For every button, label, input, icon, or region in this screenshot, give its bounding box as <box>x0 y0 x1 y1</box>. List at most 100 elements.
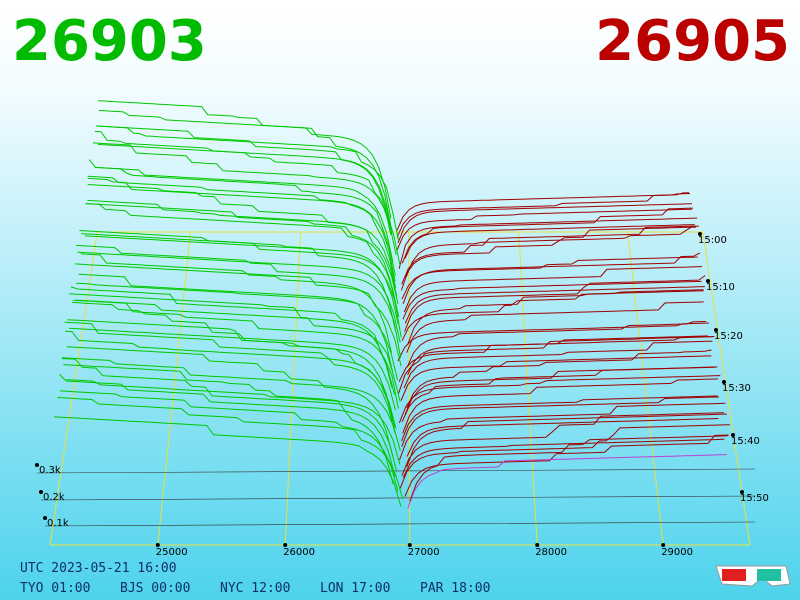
ask-depth-curve <box>405 225 699 278</box>
price-tick-dot <box>155 543 160 547</box>
ask-depth-curve <box>399 402 726 461</box>
ask-depth-curve <box>401 256 698 300</box>
bid-depth-curve <box>79 230 402 338</box>
cyan-lens <box>757 569 781 581</box>
depth-tick-label: 0.3k <box>39 465 61 476</box>
time-tick-label: 15:10 <box>706 282 735 293</box>
depth-tick-dot <box>35 463 39 467</box>
bid-depth-curve <box>60 390 399 492</box>
red-lens <box>722 569 746 581</box>
time-tick-dot <box>722 380 726 384</box>
ask-depth-curve <box>404 286 705 324</box>
utc-time: UTC 2023-05-21 16:00 <box>20 561 177 576</box>
ask-depth-curve <box>402 280 702 320</box>
bid-depth-curve <box>84 235 399 325</box>
price-tick-label: 29000 <box>661 547 693 558</box>
ask-depth-curve <box>396 208 692 251</box>
bid-depth-curve <box>94 166 394 263</box>
time-tick-label: 15:40 <box>731 436 760 447</box>
time-tick-dot <box>706 279 710 283</box>
bid-depth-curve <box>88 159 396 276</box>
ask-depth-curve <box>403 340 713 389</box>
timezone-clock: NYC 12:00 <box>220 581 290 596</box>
bid-depth-curve <box>61 357 401 451</box>
bid-depth-curve <box>87 175 397 289</box>
ask-depth-curve <box>398 375 721 423</box>
timezone-clock: PAR 18:00 <box>420 581 490 596</box>
bid-depth-curve <box>85 203 398 310</box>
bid-depth-curve <box>98 110 392 219</box>
time-tick-label: 15:00 <box>698 235 727 246</box>
ask-depth-curve <box>396 193 691 238</box>
ask-depth-curve <box>398 217 698 269</box>
bid-depth-curve <box>76 299 393 388</box>
time-tick-dot <box>698 232 702 236</box>
price-tick-dot <box>283 543 288 547</box>
ask-depth-curve <box>401 412 725 476</box>
ask-depth-curve <box>398 336 714 382</box>
depth-tick-label: 0.2k <box>43 492 65 503</box>
bid-depth-curve <box>72 299 399 409</box>
depth-tick-dot <box>43 516 47 520</box>
bid-depth-curve <box>65 330 396 428</box>
bid-depth-curve <box>96 125 400 241</box>
ask-depth-curve <box>402 438 725 478</box>
bid-depth-curve <box>68 327 396 411</box>
ask-depth-curve <box>406 301 704 353</box>
ask-depth-curve <box>409 435 728 502</box>
bid-depth-curve <box>92 142 397 255</box>
bid-depth-curve <box>71 301 394 421</box>
bid-depth-curve <box>75 244 402 359</box>
price-tick-label: 28000 <box>535 547 567 558</box>
bid-depth-curve <box>80 253 392 353</box>
price-grid-line <box>518 231 538 546</box>
ask-depth-curve <box>404 434 729 497</box>
bid-depth-curve <box>70 286 395 395</box>
ask-depth-curve <box>404 275 706 332</box>
ask-depth-curve <box>403 266 702 313</box>
floor-grid <box>35 231 756 547</box>
price-tick-dot <box>407 543 412 547</box>
price-grid-line <box>157 231 191 546</box>
ask-depth-curve <box>401 396 719 447</box>
depth-grid-line <box>44 521 756 527</box>
bid-depth-curve <box>87 177 396 282</box>
bid-depth-curve <box>97 100 392 227</box>
ask-depth-curve <box>406 321 707 368</box>
bid-depth-curve <box>64 321 396 434</box>
ask-depth-curve <box>402 378 718 434</box>
axis-labels: 25000 26000 27000 28000 29000 0.3k 0.2k 0.1k 15:… <box>39 232 769 558</box>
bid-depth-curve <box>95 125 392 236</box>
ask-depth-curve <box>396 192 690 231</box>
ask-depth-curve <box>400 226 697 291</box>
ask-depth-curve <box>407 454 727 509</box>
bid-depth-curve <box>75 263 402 367</box>
bid-depth-curve <box>57 397 404 500</box>
price-tick-dot <box>661 543 666 547</box>
bid-depth-curve <box>63 364 394 485</box>
bid-depth-curve <box>94 130 401 266</box>
timezone-clock: TYO 01:00 <box>20 581 90 596</box>
bid-depth-curve <box>66 346 394 457</box>
price-grid-line <box>284 231 302 546</box>
bid-depth-curve <box>54 416 402 507</box>
ask-depth-curve <box>401 289 704 342</box>
price-tick-label: 27000 <box>408 547 440 558</box>
ask-depth-curve <box>398 336 715 394</box>
depth-curves <box>54 100 730 509</box>
time-tick-label: 15:50 <box>740 493 769 504</box>
ask-depth-curve <box>406 418 719 457</box>
ask-depth-curve <box>401 225 696 285</box>
bid-depth-curve <box>59 374 396 478</box>
glasses-icon <box>715 565 791 587</box>
ask-depth-curve <box>401 366 716 423</box>
depth-tick-label: 0.1k <box>47 518 69 529</box>
bid-depth-curve <box>87 184 399 305</box>
ask-depth-curve <box>406 349 712 409</box>
bid-depth-curve <box>67 319 397 429</box>
ask-depth-curve <box>397 203 693 244</box>
price-tick-dot <box>535 543 540 547</box>
